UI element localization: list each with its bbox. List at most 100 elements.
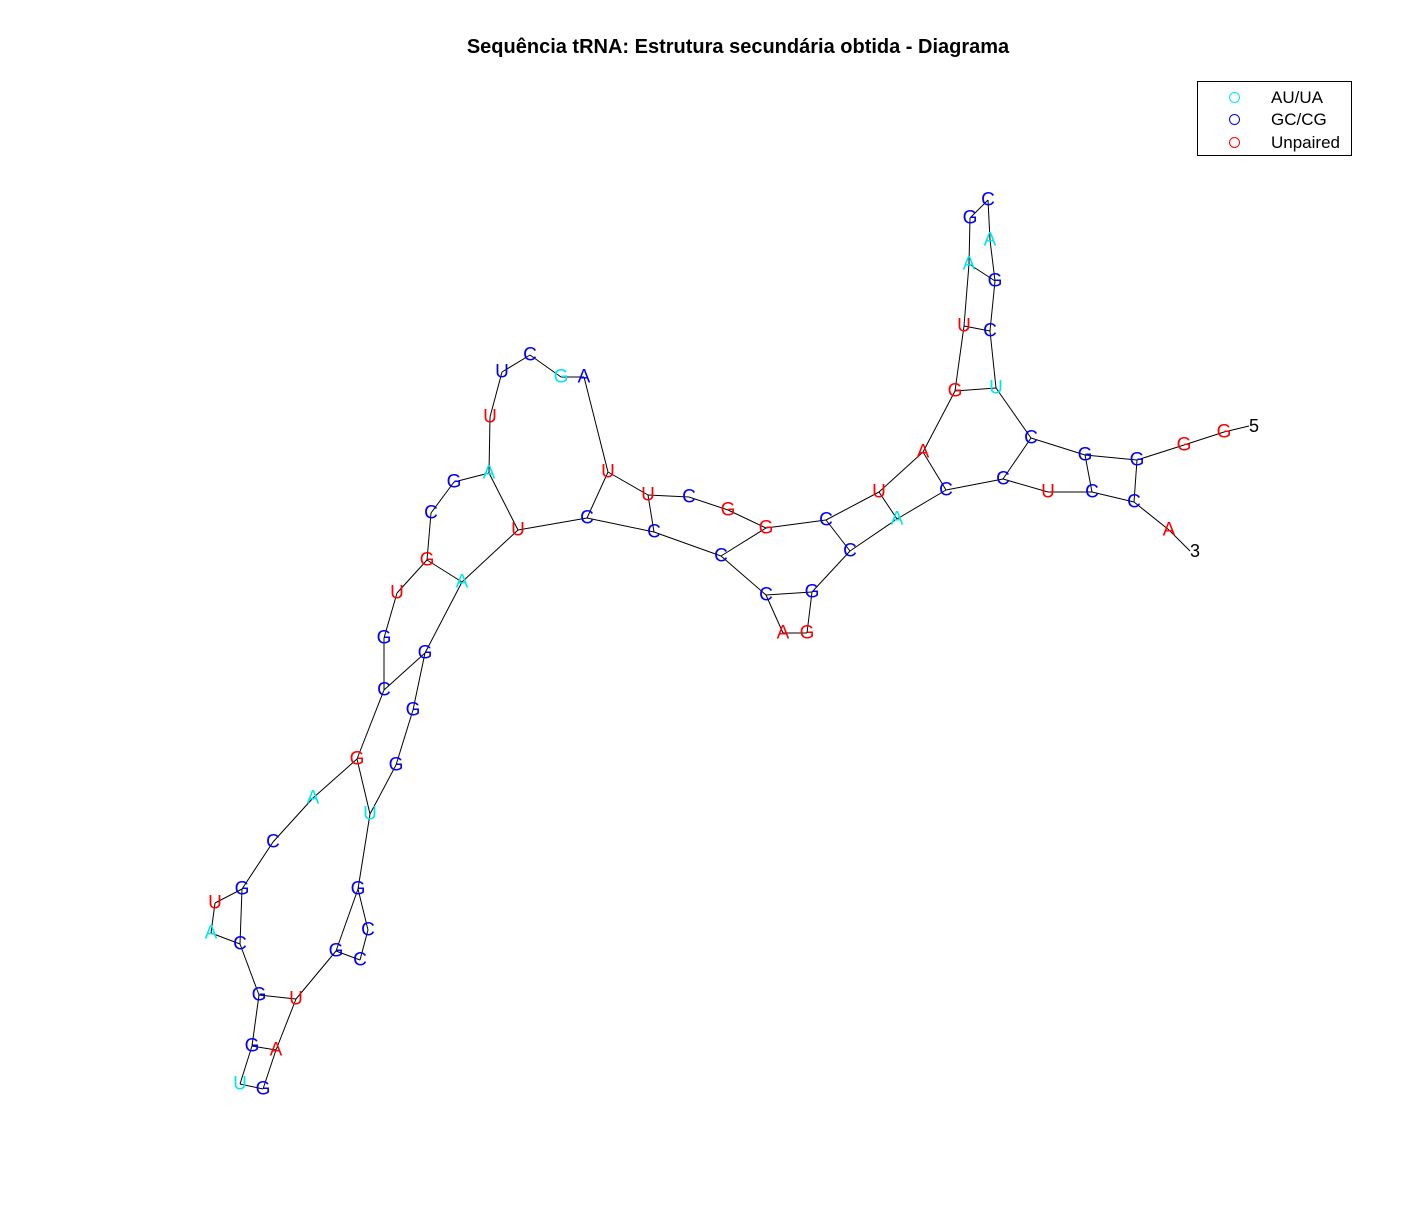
legend-label: AU/UA xyxy=(1271,88,1323,107)
nucleotide-extra-1: G xyxy=(800,623,815,644)
edge xyxy=(517,517,588,531)
nucleotide-60: C xyxy=(714,546,728,567)
nucleotide-35: G xyxy=(350,749,365,770)
edge xyxy=(586,517,655,533)
edge xyxy=(239,888,243,945)
nucleotide-48: G xyxy=(329,941,344,962)
edge xyxy=(239,1083,264,1090)
nucleotide-extra-7: U xyxy=(1041,482,1055,503)
edge xyxy=(239,1045,253,1085)
edge xyxy=(369,764,397,815)
edge xyxy=(968,263,996,282)
nucleotide-extra-5: C xyxy=(939,480,953,501)
nucleotide-25: C xyxy=(523,345,537,366)
edge xyxy=(963,325,991,332)
edge xyxy=(1002,478,1049,493)
edge xyxy=(359,929,369,961)
nucleotide-extra-3: C xyxy=(843,541,857,562)
edge xyxy=(383,652,426,691)
edge xyxy=(969,199,989,219)
edge xyxy=(335,888,359,952)
nucleotide-53: G xyxy=(389,755,404,776)
edge xyxy=(968,217,971,265)
nucleotide-21: U xyxy=(641,485,655,506)
edge xyxy=(396,559,428,594)
edge xyxy=(688,496,729,511)
diagram-title: Sequência tRNA: Estrutura secundária obt… xyxy=(466,36,1010,58)
edge xyxy=(214,888,243,904)
legend-item-gc: GC/CG xyxy=(1198,109,1351,131)
nucleotide-17: C xyxy=(819,510,833,531)
nucleotide-extra-4: A xyxy=(891,509,904,530)
legend-label: Unpaired xyxy=(1271,133,1340,152)
nucleotide-extra-9: C xyxy=(1127,492,1141,513)
nucleotide-6: U xyxy=(989,378,1003,399)
nucleotide-7: A xyxy=(984,230,997,251)
nucleotide-56: A xyxy=(456,572,469,593)
nucleotide-10: C xyxy=(981,190,995,211)
edge xyxy=(426,559,463,583)
edge xyxy=(922,390,956,453)
nucleotide-32: U xyxy=(390,583,404,604)
edge xyxy=(1091,491,1135,503)
edge xyxy=(356,758,371,815)
nucleotide-62: A xyxy=(777,623,790,644)
nucleotide-57: U xyxy=(511,520,525,541)
edge xyxy=(878,491,898,520)
nucleotide-extra-8: C xyxy=(1085,482,1099,503)
edge xyxy=(489,371,503,418)
edge xyxy=(896,489,947,520)
legend-item-au: AU/UA xyxy=(1198,87,1351,109)
edge xyxy=(811,550,851,593)
nucleotide-extra-2: G xyxy=(805,582,820,603)
edge xyxy=(1133,459,1138,503)
three-prime-label: 3 xyxy=(1190,541,1200,561)
edge xyxy=(357,888,369,931)
edge xyxy=(963,263,970,327)
edge xyxy=(989,330,997,389)
edge xyxy=(501,354,531,373)
edge xyxy=(653,531,722,557)
nucleotide-9: C xyxy=(983,321,997,342)
edge xyxy=(262,1049,277,1090)
nucleotide-22: U xyxy=(601,462,615,483)
edge xyxy=(720,555,767,596)
edge xyxy=(825,491,880,521)
edge xyxy=(210,932,241,945)
edge xyxy=(488,416,491,474)
edge xyxy=(727,509,767,529)
edge xyxy=(251,994,260,1047)
edge xyxy=(878,451,924,493)
nucleotide-61: C xyxy=(759,585,773,606)
nucleotide-23: A xyxy=(578,367,591,388)
nucleotide-24: G xyxy=(554,367,569,388)
edge xyxy=(239,943,260,996)
nucleotide-3: G xyxy=(1130,450,1145,471)
nucleotide-27: U xyxy=(483,407,497,428)
nucleotide-52: U xyxy=(363,804,377,825)
nucleotide-38: G xyxy=(235,879,250,900)
nucleotide-46: A xyxy=(270,1040,283,1061)
nucleotide-nodes: GGGGCUAGCCGAUGAUCGGCUUAGCUUAGCGUGCGACGUA… xyxy=(205,190,1232,1100)
edge xyxy=(806,591,813,634)
nucleotide-18: G xyxy=(759,518,774,539)
nucleotide-36: A xyxy=(307,788,320,809)
edge xyxy=(720,527,767,557)
nucleotide-55: G xyxy=(418,643,433,664)
nucleotide-42: G xyxy=(252,985,267,1006)
edge xyxy=(825,519,851,552)
nucleotide-58: C xyxy=(580,508,594,529)
edge xyxy=(426,512,432,561)
nucleotide-59: C xyxy=(647,522,661,543)
gc-circle-icon xyxy=(1229,114,1240,125)
edge xyxy=(1183,431,1225,446)
nucleotide-1: G xyxy=(1217,422,1232,443)
legend-label: GC/CG xyxy=(1271,110,1327,129)
edge xyxy=(357,813,371,890)
nucleotide-8: G xyxy=(988,271,1003,292)
nucleotide-50: C xyxy=(361,920,375,941)
edge xyxy=(995,387,1032,439)
edge xyxy=(312,758,358,799)
edge xyxy=(488,472,519,531)
edge xyxy=(1223,425,1250,433)
